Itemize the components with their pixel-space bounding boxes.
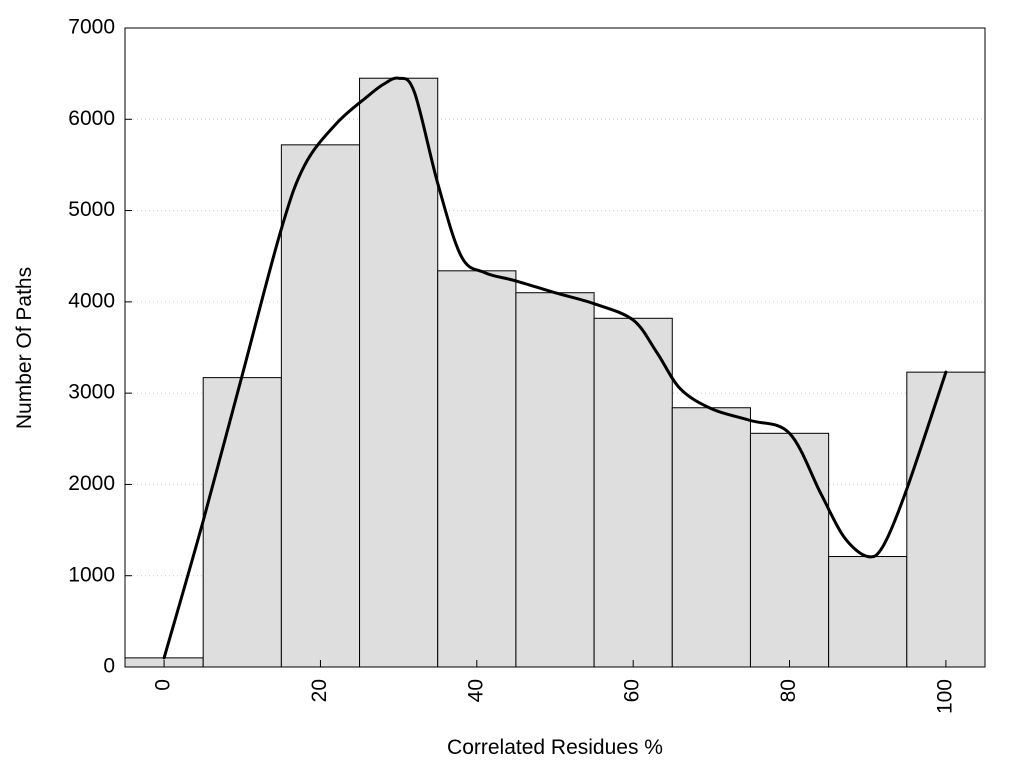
bars-group [124,77,986,668]
x-tick-label: 80 [777,679,800,702]
bar-100 [906,371,986,668]
bar-10 [202,377,282,668]
bar-40 [437,270,517,668]
x-tick-label: 0 [152,679,175,691]
y-tick-label: 6000 [68,107,115,130]
y-tick-label: 2000 [68,472,115,495]
y-tick-label: 0 [103,655,115,678]
bar-30 [359,77,439,668]
x-axis-ticks: 0 20 40 60 80 100 [152,660,956,714]
x-tick-label: 60 [621,679,644,702]
bar-80 [749,432,830,668]
x-tick-label: 40 [464,679,487,702]
x-tick-label: 20 [308,679,331,702]
bar-20 [280,144,361,668]
y-tick-label: 7000 [68,16,115,39]
y-tick-label: 1000 [68,563,115,586]
y-axis-ticks: 0 1000 2000 3000 4000 5000 6000 7000 [68,16,132,678]
x-tick-label: 100 [933,679,956,714]
bar-50 [515,292,595,668]
plot-frame [124,27,986,668]
x-axis-label: Correlated Residues % [447,736,663,759]
y-tick-label: 5000 [68,198,115,221]
y-axis-label: Number Of Paths [13,266,36,430]
density-curve [162,76,948,660]
y-tick-label: 4000 [68,289,115,312]
bar-90 [828,556,908,668]
bar-60 [593,317,673,668]
bar-70 [671,407,751,668]
y-tick-label: 3000 [68,381,115,404]
